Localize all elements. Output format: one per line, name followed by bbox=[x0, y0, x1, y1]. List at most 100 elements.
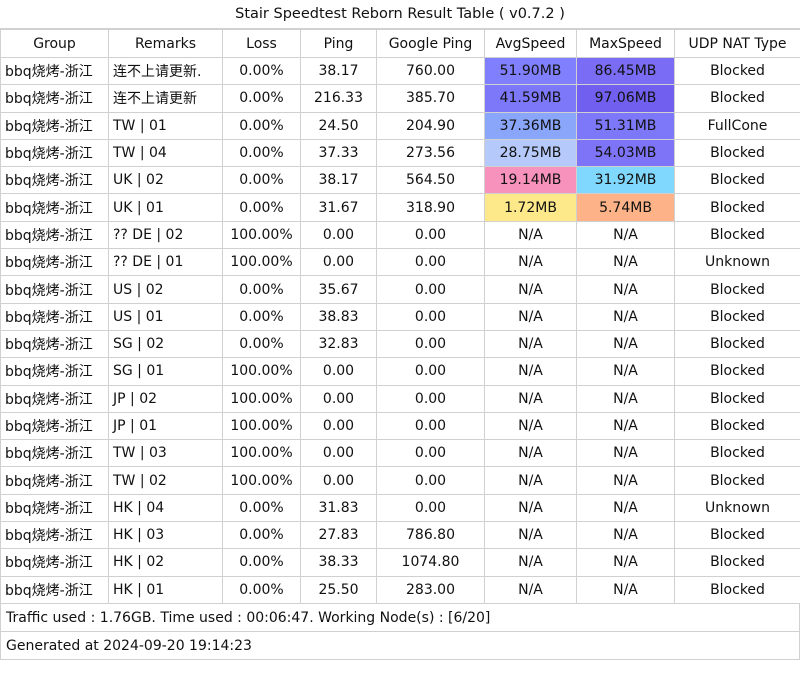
loss-cell: 0.00% bbox=[222, 548, 301, 577]
avg-speed-cell: N/A bbox=[484, 275, 577, 304]
max-speed-cell: N/A bbox=[576, 384, 675, 413]
max-speed-cell: N/A bbox=[576, 302, 675, 331]
udp-nat-type-cell: Blocked bbox=[674, 548, 800, 577]
table-row: bbq烧烤-浙江 TW | 01 0.00% 24.50 204.90 37.3… bbox=[0, 111, 800, 140]
ping-cell: 37.33 bbox=[300, 138, 377, 168]
max-speed-cell: N/A bbox=[576, 248, 675, 277]
remarks-cell: HK | 03 bbox=[108, 521, 223, 550]
google-ping-cell: 283.00 bbox=[376, 575, 485, 604]
avg-speed-cell: 37.36MB bbox=[484, 111, 577, 140]
google-ping-cell: 0.00 bbox=[376, 220, 485, 250]
google-ping-cell: 564.50 bbox=[376, 166, 485, 195]
column-header-ping: Ping bbox=[300, 29, 377, 58]
max-speed-cell: N/A bbox=[576, 466, 675, 495]
ping-cell: 31.83 bbox=[300, 493, 377, 523]
google-ping-cell: 0.00 bbox=[376, 411, 485, 441]
table-row: bbq烧烤-浙江 ?? DE | 01 100.00% 0.00 0.00 N/… bbox=[0, 248, 800, 277]
max-speed-cell: N/A bbox=[576, 329, 675, 359]
avg-speed-cell: 28.75MB bbox=[484, 138, 577, 168]
loss-cell: 100.00% bbox=[222, 466, 301, 495]
group-cell: bbq烧烤-浙江 bbox=[0, 357, 109, 386]
ping-cell: 24.50 bbox=[300, 111, 377, 140]
udp-nat-type-cell: Blocked bbox=[674, 329, 800, 359]
table-row: bbq烧烤-浙江 HK | 04 0.00% 31.83 0.00 N/A N/… bbox=[0, 493, 800, 523]
loss-cell: 0.00% bbox=[222, 84, 301, 113]
ping-cell: 0.00 bbox=[300, 384, 377, 413]
group-cell: bbq烧烤-浙江 bbox=[0, 329, 109, 359]
column-header-remarks: Remarks bbox=[108, 29, 223, 58]
column-header-google-ping: Google Ping bbox=[376, 29, 485, 58]
column-header-avg-speed: AvgSpeed bbox=[484, 29, 577, 58]
udp-nat-type-cell: Blocked bbox=[674, 521, 800, 550]
group-cell: bbq烧烤-浙江 bbox=[0, 411, 109, 441]
column-header-loss: Loss bbox=[222, 29, 301, 58]
udp-nat-type-cell: Blocked bbox=[674, 439, 800, 468]
google-ping-cell: 385.70 bbox=[376, 84, 485, 113]
ping-cell: 0.00 bbox=[300, 220, 377, 250]
remarks-cell: JP | 02 bbox=[108, 384, 223, 413]
udp-nat-type-cell: Blocked bbox=[674, 166, 800, 195]
avg-speed-cell: N/A bbox=[484, 220, 577, 250]
table-row: bbq烧烤-浙江 SG | 02 0.00% 32.83 0.00 N/A N/… bbox=[0, 329, 800, 359]
avg-speed-cell: N/A bbox=[484, 548, 577, 577]
google-ping-cell: 0.00 bbox=[376, 302, 485, 331]
google-ping-cell: 786.80 bbox=[376, 521, 485, 550]
max-speed-cell: 54.03MB bbox=[576, 138, 675, 168]
group-cell: bbq烧烤-浙江 bbox=[0, 521, 109, 550]
avg-speed-cell: N/A bbox=[484, 329, 577, 359]
avg-speed-cell: N/A bbox=[484, 439, 577, 468]
table-row: bbq烧烤-浙江 US | 02 0.00% 35.67 0.00 N/A N/… bbox=[0, 275, 800, 304]
loss-cell: 0.00% bbox=[222, 275, 301, 304]
ping-cell: 38.33 bbox=[300, 548, 377, 577]
remarks-cell: TW | 04 bbox=[108, 138, 223, 168]
google-ping-cell: 273.56 bbox=[376, 138, 485, 168]
group-cell: bbq烧烤-浙江 bbox=[0, 275, 109, 304]
avg-speed-cell: N/A bbox=[484, 466, 577, 495]
loss-cell: 100.00% bbox=[222, 384, 301, 413]
google-ping-cell: 0.00 bbox=[376, 275, 485, 304]
loss-cell: 0.00% bbox=[222, 329, 301, 359]
group-cell: bbq烧烤-浙江 bbox=[0, 384, 109, 413]
remarks-cell: TW | 03 bbox=[108, 439, 223, 468]
loss-cell: 100.00% bbox=[222, 357, 301, 386]
column-header-max-speed: MaxSpeed bbox=[576, 29, 675, 58]
table-row: bbq烧烤-浙江 连不上请更新. 0.00% 38.17 760.00 51.9… bbox=[0, 56, 800, 86]
ping-cell: 38.17 bbox=[300, 56, 377, 86]
result-table: Group Remarks Loss Ping Google Ping AvgS… bbox=[0, 29, 800, 604]
group-cell: bbq烧烤-浙江 bbox=[0, 166, 109, 195]
remarks-cell: US | 01 bbox=[108, 302, 223, 331]
group-cell: bbq烧烤-浙江 bbox=[0, 138, 109, 168]
traffic-summary: Traffic used : 1.76GB. Time used : 00:06… bbox=[0, 603, 800, 632]
udp-nat-type-cell: Blocked bbox=[674, 411, 800, 441]
max-speed-cell: N/A bbox=[576, 411, 675, 441]
max-speed-cell: N/A bbox=[576, 439, 675, 468]
google-ping-cell: 0.00 bbox=[376, 466, 485, 495]
loss-cell: 0.00% bbox=[222, 166, 301, 195]
google-ping-cell: 0.00 bbox=[376, 493, 485, 523]
group-cell: bbq烧烤-浙江 bbox=[0, 56, 109, 86]
max-speed-cell: 31.92MB bbox=[576, 166, 675, 195]
max-speed-cell: 97.06MB bbox=[576, 84, 675, 113]
group-cell: bbq烧烤-浙江 bbox=[0, 439, 109, 468]
ping-cell: 0.00 bbox=[300, 466, 377, 495]
table-row: bbq烧烤-浙江 SG | 01 100.00% 0.00 0.00 N/A N… bbox=[0, 357, 800, 386]
max-speed-cell: 5.74MB bbox=[576, 193, 675, 222]
table-title: Stair Speedtest Reborn Result Table ( v0… bbox=[0, 0, 800, 29]
generated-timestamp: Generated at 2024-09-20 19:14:23 bbox=[0, 631, 800, 660]
ping-cell: 38.17 bbox=[300, 166, 377, 195]
udp-nat-type-cell: FullCone bbox=[674, 111, 800, 140]
avg-speed-cell: N/A bbox=[484, 384, 577, 413]
ping-cell: 0.00 bbox=[300, 248, 377, 277]
avg-speed-cell: N/A bbox=[484, 357, 577, 386]
avg-speed-cell: 51.90MB bbox=[484, 56, 577, 86]
avg-speed-cell: N/A bbox=[484, 575, 577, 604]
group-cell: bbq烧烤-浙江 bbox=[0, 111, 109, 140]
remarks-cell: SG | 01 bbox=[108, 357, 223, 386]
ping-cell: 27.83 bbox=[300, 521, 377, 550]
remarks-cell: TW | 01 bbox=[108, 111, 223, 140]
avg-speed-cell: 41.59MB bbox=[484, 84, 577, 113]
avg-speed-cell: N/A bbox=[484, 302, 577, 331]
max-speed-cell: N/A bbox=[576, 548, 675, 577]
google-ping-cell: 318.90 bbox=[376, 193, 485, 222]
